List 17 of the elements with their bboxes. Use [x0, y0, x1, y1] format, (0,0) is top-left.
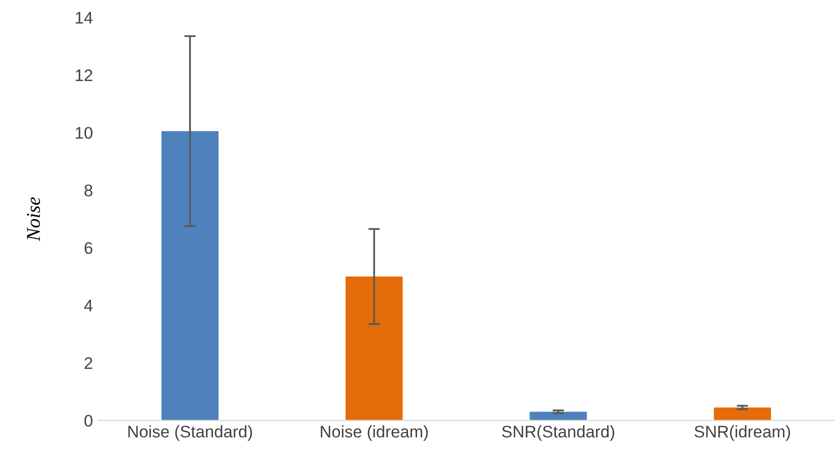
- y-tick-label: 12: [76, 69, 92, 82]
- y-tick-label: 8: [84, 184, 92, 196]
- y-tick-label: 4: [84, 300, 93, 312]
- x-tick-label: Noise (Standard): [128, 425, 252, 441]
- y-tick-label: 14: [76, 12, 93, 24]
- y-tick-label: 6: [84, 242, 92, 254]
- x-tick-label: SNR(Standard): [502, 425, 614, 441]
- y-tick-label: 0: [84, 414, 92, 427]
- bar: [714, 407, 771, 420]
- y-axis-title: Noise: [26, 197, 40, 242]
- y-tick-label: 2: [84, 357, 92, 369]
- bar: [346, 276, 403, 420]
- x-tick-label: Noise (idream): [320, 425, 428, 441]
- bar: [161, 131, 219, 420]
- bar: [530, 412, 587, 420]
- y-tick-label: 10: [76, 126, 92, 139]
- x-tick-label: SNR(idream): [694, 425, 790, 441]
